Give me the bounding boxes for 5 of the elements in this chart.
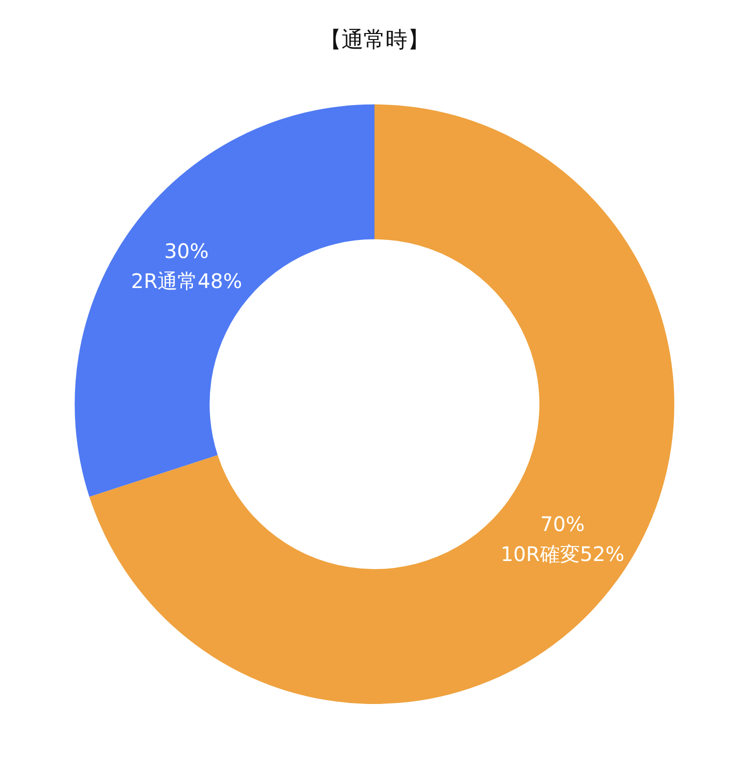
slice-label: 2R通常48% — [130, 268, 242, 293]
data-label: 30% — [164, 238, 209, 263]
data-label: 70% — [540, 512, 585, 536]
chart-title: 【通常時】 — [320, 28, 430, 53]
slice-label: 10R確変52% — [500, 542, 624, 566]
